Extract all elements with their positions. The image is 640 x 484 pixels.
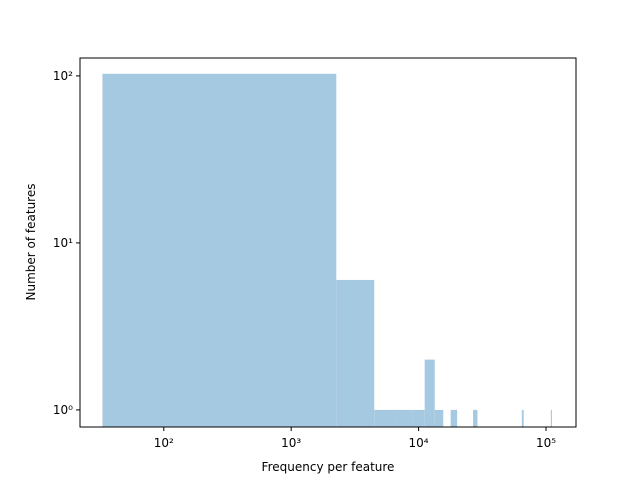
- x-tick-label: 10³: [281, 436, 301, 450]
- bar: [336, 279, 375, 427]
- bar: [102, 73, 337, 428]
- bar: [424, 359, 435, 427]
- x-tick-label: 10⁵: [536, 436, 556, 450]
- bar: [550, 409, 552, 427]
- bar: [396, 409, 413, 427]
- x-tick-label: 10²: [154, 436, 174, 450]
- plot-area: [102, 73, 552, 428]
- bar: [521, 409, 524, 427]
- bar: [434, 409, 444, 427]
- x-tick-label: 10⁴: [409, 436, 429, 450]
- y-tick-label: 10¹: [53, 236, 73, 250]
- x-axis-label: Frequency per feature: [262, 460, 395, 474]
- y-tick-label: 10⁰: [53, 403, 73, 417]
- y-axis-label: Number of features: [24, 184, 38, 301]
- bar: [374, 409, 397, 427]
- y-tick-label: 10²: [53, 69, 73, 83]
- bar: [412, 409, 425, 427]
- bar: [450, 409, 458, 427]
- bar: [473, 409, 478, 427]
